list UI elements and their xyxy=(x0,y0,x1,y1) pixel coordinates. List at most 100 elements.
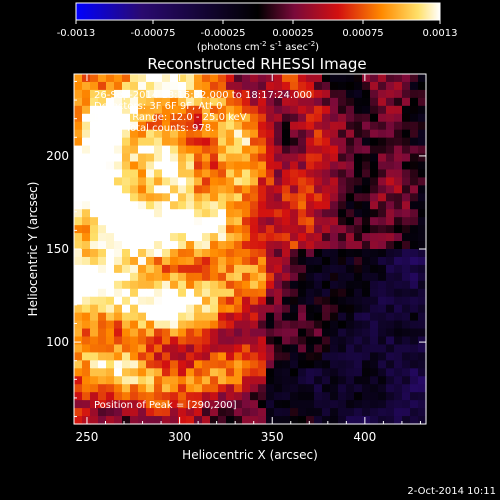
overlay-time-range: 26-Sep-2014 18:15:32.000 to 18:17:24.000 xyxy=(94,90,312,101)
heatmap-cell xyxy=(314,336,323,346)
heatmap-cell xyxy=(298,280,307,290)
heatmap-cell xyxy=(282,408,291,417)
heatmap-cell xyxy=(146,177,155,186)
heatmap-cell xyxy=(290,408,299,417)
heatmap-cell xyxy=(162,169,171,178)
heatmap-cell xyxy=(418,280,427,290)
heatmap-cell xyxy=(130,129,139,139)
heatmap-cell xyxy=(282,280,291,290)
heatmap-cell xyxy=(186,137,195,147)
heatmap-cell xyxy=(274,296,283,306)
heatmap-cell xyxy=(394,113,403,123)
heatmap-cell xyxy=(298,113,307,123)
heatmap-cell xyxy=(410,177,419,186)
heatmap-cell xyxy=(362,336,371,346)
heatmap-cell xyxy=(218,97,227,107)
heatmap-cell xyxy=(394,137,403,147)
heatmap-cell xyxy=(378,177,387,186)
heatmap-cell xyxy=(322,209,331,218)
heatmap-cell xyxy=(298,129,307,139)
heatmap-cell xyxy=(290,97,299,107)
heatmap-cell xyxy=(122,312,131,322)
heatmap-cell xyxy=(146,217,155,226)
heatmap-cell xyxy=(298,217,307,226)
heatmap-cell xyxy=(106,105,115,115)
heatmap-cell xyxy=(98,193,107,202)
heatmap-cell xyxy=(154,320,163,330)
heatmap-cell xyxy=(394,280,403,290)
heatmap-cell xyxy=(194,320,203,330)
heatmap-cell xyxy=(242,360,251,369)
heatmap-cell xyxy=(298,185,307,194)
heatmap-cell xyxy=(194,352,203,361)
heatmap-cell xyxy=(322,249,331,258)
heatmap-cell xyxy=(210,256,219,266)
heatmap-cell xyxy=(346,296,355,306)
heatmap-cell xyxy=(290,105,299,115)
heatmap-cell xyxy=(74,105,83,115)
heatmap-cell xyxy=(378,384,387,393)
heatmap-cell xyxy=(90,288,99,298)
heatmap-cell xyxy=(298,304,307,314)
heatmap-cell xyxy=(162,312,171,322)
heatmap-cell xyxy=(250,416,259,425)
heatmap-cell xyxy=(74,201,83,210)
heatmap-cell xyxy=(146,376,155,385)
heatmap-cell xyxy=(186,320,195,330)
heatmap-cell xyxy=(298,256,307,266)
heatmap-cell xyxy=(106,376,115,385)
heatmap-cell xyxy=(298,233,307,242)
heatmap-cell xyxy=(386,209,395,218)
heatmap-cell xyxy=(90,185,99,194)
heatmap-cell xyxy=(178,161,187,171)
heatmap-cell xyxy=(170,256,179,266)
heatmap-cell xyxy=(106,344,115,353)
heatmap-cell xyxy=(202,113,211,123)
heatmap-cell xyxy=(402,392,411,401)
heatmap-cell xyxy=(242,145,251,155)
heatmap-cell xyxy=(146,288,155,298)
heatmap-cell xyxy=(242,153,251,163)
heatmap-cell xyxy=(242,392,251,401)
heatmap-cell xyxy=(218,264,227,274)
heatmap-cell xyxy=(322,320,331,330)
heatmap-cell xyxy=(138,249,147,258)
heatmap-cell xyxy=(242,169,251,178)
heatmap-cell xyxy=(242,416,251,425)
heatmap-cell xyxy=(186,74,195,83)
heatmap-cell xyxy=(402,153,411,163)
heatmap-cell xyxy=(130,153,139,163)
heatmap-cell xyxy=(114,344,123,353)
heatmap-cell xyxy=(362,272,371,282)
heatmap-cell xyxy=(98,217,107,226)
heatmap-cell xyxy=(410,352,419,361)
heatmap-cell xyxy=(266,400,275,409)
heatmap-cell xyxy=(138,137,147,147)
heatmap-cell xyxy=(346,201,355,210)
heatmap-cell xyxy=(314,400,323,409)
heatmap-cell xyxy=(138,256,147,266)
heatmap-cell xyxy=(162,129,171,139)
heatmap-cell xyxy=(338,233,347,242)
heatmap-cell xyxy=(226,256,235,266)
heatmap-cell xyxy=(122,376,131,385)
heatmap-cell xyxy=(154,312,163,322)
heatmap-cell xyxy=(90,336,99,346)
heatmap-cell xyxy=(186,129,195,139)
heatmap-cell xyxy=(330,408,339,417)
heatmap-cell xyxy=(330,296,339,306)
heatmap-cell xyxy=(138,201,147,210)
heatmap-cell xyxy=(386,97,395,107)
heatmap-cell xyxy=(346,97,355,107)
heatmap-cell xyxy=(74,304,83,314)
heatmap-cell xyxy=(106,74,115,83)
heatmap-cell xyxy=(202,225,211,234)
heatmap-cell xyxy=(306,408,315,417)
heatmap-cell xyxy=(210,241,219,250)
heatmap-cell xyxy=(122,145,131,155)
heatmap-cell xyxy=(306,113,315,123)
heatmap-cell xyxy=(418,105,427,115)
heatmap-cell xyxy=(178,113,187,123)
heatmap-cell xyxy=(90,153,99,163)
heatmap-cell xyxy=(74,161,83,171)
